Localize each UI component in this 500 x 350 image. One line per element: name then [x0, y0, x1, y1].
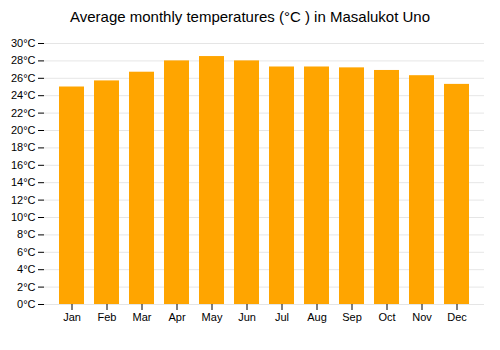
svg-text:14°C: 14°C	[11, 176, 36, 188]
svg-text:12°C: 12°C	[11, 194, 36, 206]
svg-text:4°C: 4°C	[17, 263, 36, 275]
svg-text:8°C: 8°C	[17, 228, 36, 240]
svg-text:Apr: Apr	[168, 311, 185, 323]
svg-text:Feb: Feb	[98, 311, 117, 323]
svg-text:24°C: 24°C	[11, 89, 36, 101]
svg-text:Mar: Mar	[133, 311, 152, 323]
svg-text:30°C: 30°C	[11, 37, 36, 49]
svg-text:26°C: 26°C	[11, 72, 36, 84]
svg-text:16°C: 16°C	[11, 159, 36, 171]
svg-text:18°C: 18°C	[11, 141, 36, 153]
svg-text:Jun: Jun	[238, 311, 256, 323]
svg-text:Jul: Jul	[275, 311, 289, 323]
svg-text:Aug: Aug	[307, 311, 327, 323]
svg-text:Sep: Sep	[342, 311, 362, 323]
svg-text:22°C: 22°C	[11, 107, 36, 119]
svg-text:Nov: Nov	[412, 311, 432, 323]
html-text:Average monthly temperatures (: Average monthly temperatures (°C ) in Ma…	[70, 8, 430, 25]
svg-text:20°C: 20°C	[11, 124, 36, 136]
svg-text:0°C: 0°C	[17, 298, 36, 310]
svg-text:6°C: 6°C	[17, 246, 36, 258]
svg-text:May: May	[202, 311, 223, 323]
svg-text:Oct: Oct	[378, 311, 395, 323]
svg-text:28°C: 28°C	[11, 54, 36, 66]
svg-text:2°C: 2°C	[17, 281, 36, 293]
svg-text:Jan: Jan	[63, 311, 81, 323]
svg-text:10°C: 10°C	[11, 211, 36, 223]
svg-text:Dec: Dec	[447, 311, 467, 323]
